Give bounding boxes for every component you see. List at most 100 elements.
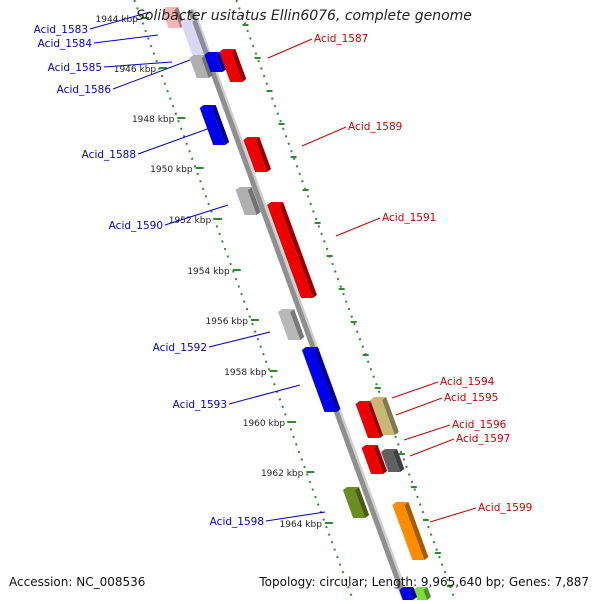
gene-label-acid_1583: Acid_1583 [34,24,88,36]
gene-label-acid_1590: Acid_1590 [109,220,163,232]
gene-right-1-top [219,49,236,52]
gene-right-8-side [404,502,429,560]
gene-left-3-side [201,55,213,78]
gene-right-4-body [355,404,380,438]
gene-right-2-side [255,137,272,172]
gene-leader-line [335,217,381,237]
scale-tick-label: 1964 kbp [280,520,323,530]
partial-gene-bottom-a-top [413,587,428,590]
scale-tick-label: 1958 kbp [224,368,267,378]
gene-left-3-top [189,55,206,58]
gene-leader-line [208,331,271,348]
gene-left-7-side [290,309,305,340]
gene-right-7-top [381,449,398,452]
gene-leader-line [137,127,211,155]
gene-left-6 [235,187,261,215]
gene-left-9 [342,487,370,518]
gene-label-acid_1586: Acid_1586 [57,84,112,96]
gene-right-2-top [243,137,260,140]
gene-leader-line [395,397,443,416]
gene-right-2 [243,137,272,172]
gene-left-2 [180,19,209,55]
partial-gene-bottom-a [413,587,431,600]
partial-gene-bottom-b-body [399,590,413,600]
topology-label: Topology: circular; Length: 9,965,640 bp… [259,575,589,589]
gene-leader-line [112,59,191,90]
gene-right-4 [355,401,384,438]
gene-label-acid_1592: Acid_1592 [153,342,207,354]
gene-leader-line [409,438,455,457]
scale-tick-label: 1946 kbp [114,65,157,75]
gene-left-5 [199,105,230,145]
gene-label-acid_1596: Acid_1596 [452,419,507,431]
gene-leader-line [89,11,151,30]
gene-left-8-top [301,347,318,350]
gene-right-1-side [231,49,247,82]
gene-right-1-body [219,52,243,82]
gene-right-8-body [392,505,425,560]
gene-right-3 [267,202,317,298]
gene-leader-line [301,126,347,147]
gene-right-7 [381,449,405,472]
gene-right-5-side [382,397,399,435]
gene-label-acid_1599: Acid_1599 [478,502,532,514]
gene-right-6-side [373,445,388,474]
gene-right-4-side [367,401,384,438]
partial-gene-bottom-a-body [413,590,427,600]
gene-leader-line [265,511,326,522]
gene-right-5-body [370,400,395,435]
gene-right-8-top [392,502,409,505]
gene-leader-line [391,381,439,399]
scale-tick-label: 1948 kbp [132,115,175,125]
gene-left-9-top [342,487,359,490]
gene-leader-line [429,507,477,523]
scale-tick-label: 1956 kbp [206,317,249,327]
gene-right-6 [361,445,388,474]
gene-left-9-body [342,490,366,518]
scale-tick-label: 1950 kbp [150,165,193,175]
gene-label-acid_1598: Acid_1598 [210,516,264,528]
gene-right-6-top [361,445,378,448]
scale-tick-label: 1954 kbp [187,267,230,277]
left-dotted-boundary [133,0,354,601]
gene-left-6-body [235,190,257,215]
gene-right-3-body [267,205,313,298]
gene-left-8-body [301,350,337,412]
scale-tick-label: 1960 kbp [243,419,286,429]
gene-right-1 [219,49,247,82]
gene-right-5 [370,397,399,435]
gene-left-1-body [162,10,181,28]
gene-leader-line [403,424,451,441]
partial-gene-bottom-a-side [423,587,431,600]
gene-right-8 [392,502,429,560]
gene-left-6-side [247,187,261,215]
gene-left-4-top [204,52,221,55]
gene-left-2-side [192,19,209,55]
gene-label-acid_1584: Acid_1584 [38,38,93,50]
scale-tick-label: 1952 kbp [169,216,212,226]
gene-label-acid_1591: Acid_1591 [382,212,436,224]
gene-label-acid_1593: Acid_1593 [173,399,227,411]
gene-left-7-top [278,309,295,312]
gene-label-acid_1587: Acid_1587 [314,33,368,45]
gene-left-9-side [354,487,370,518]
gene-left-6-top [235,187,252,190]
scale-tick-label: 1944 kbp [96,15,139,25]
gene-left-4 [204,52,227,72]
gene-left-4-body [204,55,223,72]
gene-right-7-side [393,449,405,472]
gene-left-7 [278,309,305,340]
gene-left-8-side [313,347,341,412]
gene-leader-line [103,61,173,68]
gene-right-4-top [355,401,372,404]
gene-label-acid_1588: Acid_1588 [82,149,136,161]
partial-gene-bottom-b-side [409,587,417,600]
gene-left-5-side [211,105,230,145]
gene-label-acid_1595: Acid_1595 [444,392,498,404]
genome-title: Solibacter usitatus Ellin6076, complete … [136,8,472,24]
accession-label: Accession: NC_008536 [9,575,146,589]
gene-left-2-body [180,22,205,55]
gene-left-1-top [162,7,178,10]
